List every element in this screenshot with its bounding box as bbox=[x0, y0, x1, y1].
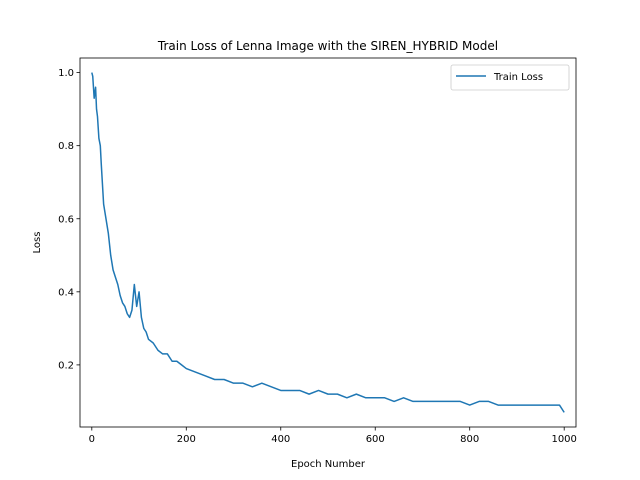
axes-layer: 0 200 400 600 800 1000 0.2 0.4 0.6 0.8 1.0 bbox=[58, 57, 577, 445]
y-tick-label: 0.6 bbox=[58, 214, 74, 225]
y-tick-label: 1.0 bbox=[58, 68, 74, 79]
x-tick-label: 600 bbox=[366, 434, 385, 445]
x-tick-label: 1000 bbox=[551, 434, 576, 445]
data-layer bbox=[91, 72, 565, 413]
x-tick-label: 200 bbox=[177, 434, 196, 445]
legend: Train Loss bbox=[450, 64, 570, 91]
series-line-train-loss bbox=[91, 72, 565, 413]
y-axis-label: Loss bbox=[32, 232, 43, 254]
x-tick-label: 800 bbox=[460, 434, 479, 445]
x-tick-label: 0 bbox=[89, 434, 95, 445]
legend-label-train-loss: Train Loss bbox=[493, 72, 543, 83]
y-tick-label: 0.2 bbox=[58, 360, 74, 371]
x-axis-label: Epoch Number bbox=[291, 459, 366, 470]
x-tick-label: 400 bbox=[271, 434, 290, 445]
chart-title: Train Loss of Lenna Image with the SIREN… bbox=[157, 39, 498, 53]
y-tick-label: 0.8 bbox=[58, 141, 74, 152]
plot-frame bbox=[79, 57, 577, 428]
legend-box bbox=[450, 64, 570, 91]
y-tick-label: 0.4 bbox=[58, 287, 74, 298]
